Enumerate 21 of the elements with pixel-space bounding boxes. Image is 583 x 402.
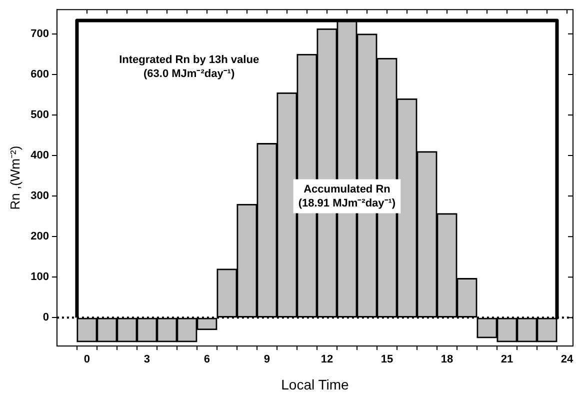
x-tick-label: 21 [500,354,514,366]
x-tick-label: 6 [204,354,210,366]
y-tick-label: 300 [30,190,49,202]
y-tick-label: 600 [30,68,49,80]
x-axis-title: Local Time [281,376,350,392]
y-tick-label: 0 [42,312,49,324]
x-tick-label: 0 [84,354,90,366]
x-tick-label: 9 [264,354,270,366]
x-tick-label: 3 [144,354,150,366]
y-axis-title: Rn ,(Wm⁻²) [7,146,22,210]
y-tick-label: 700 [30,28,49,40]
annotation: Accumulated Rn (18.91 MJm⁻²day⁻¹) [298,183,396,210]
x-tick-label: 18 [440,354,454,366]
x-tick-label: 24 [560,354,574,366]
annotation: Integrated Rn by 13h value (63.0 MJm⁻²day⁻¹) [119,54,260,80]
y-tick-label: 200 [30,230,49,243]
y-tick-label: 400 [30,150,49,162]
y-tick-label: 500 [30,109,49,122]
x-tick-label: 12 [320,354,334,366]
x-tick-label: 15 [380,354,394,366]
y-tick-label: 100 [30,271,49,284]
